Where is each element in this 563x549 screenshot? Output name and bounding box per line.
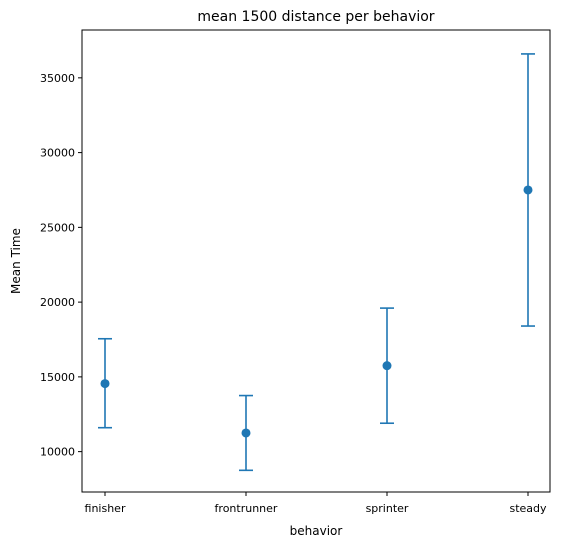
- plot-frame: [81, 29, 551, 493]
- y-tick-label: 10000: [40, 446, 75, 459]
- data-point: [241, 428, 251, 438]
- x-axis-label: behavior: [290, 524, 343, 538]
- y-tick-label: 25000: [40, 221, 75, 234]
- data-series: [98, 53, 535, 472]
- x-tick-label: finisher: [85, 502, 126, 515]
- x-tick-label: steady: [509, 502, 547, 515]
- y-tick-label: 20000: [40, 296, 75, 309]
- y-axis: 10000 15000 20000 25000 30000 35000: [40, 72, 82, 459]
- chart-title: mean 1500 distance per behavior: [197, 9, 434, 25]
- y-axis-label: Mean Time: [9, 228, 23, 294]
- data-point: [523, 185, 533, 195]
- y-tick-label: 35000: [40, 72, 75, 85]
- y-tick-label: 30000: [40, 147, 75, 160]
- data-point: [382, 361, 392, 371]
- y-tick-label: 15000: [40, 371, 75, 384]
- x-axis: finisher frontrunner sprinter steady: [85, 492, 547, 515]
- x-tick-label: frontrunner: [215, 502, 278, 515]
- data-point: [100, 379, 110, 389]
- x-tick-label: sprinter: [366, 502, 409, 515]
